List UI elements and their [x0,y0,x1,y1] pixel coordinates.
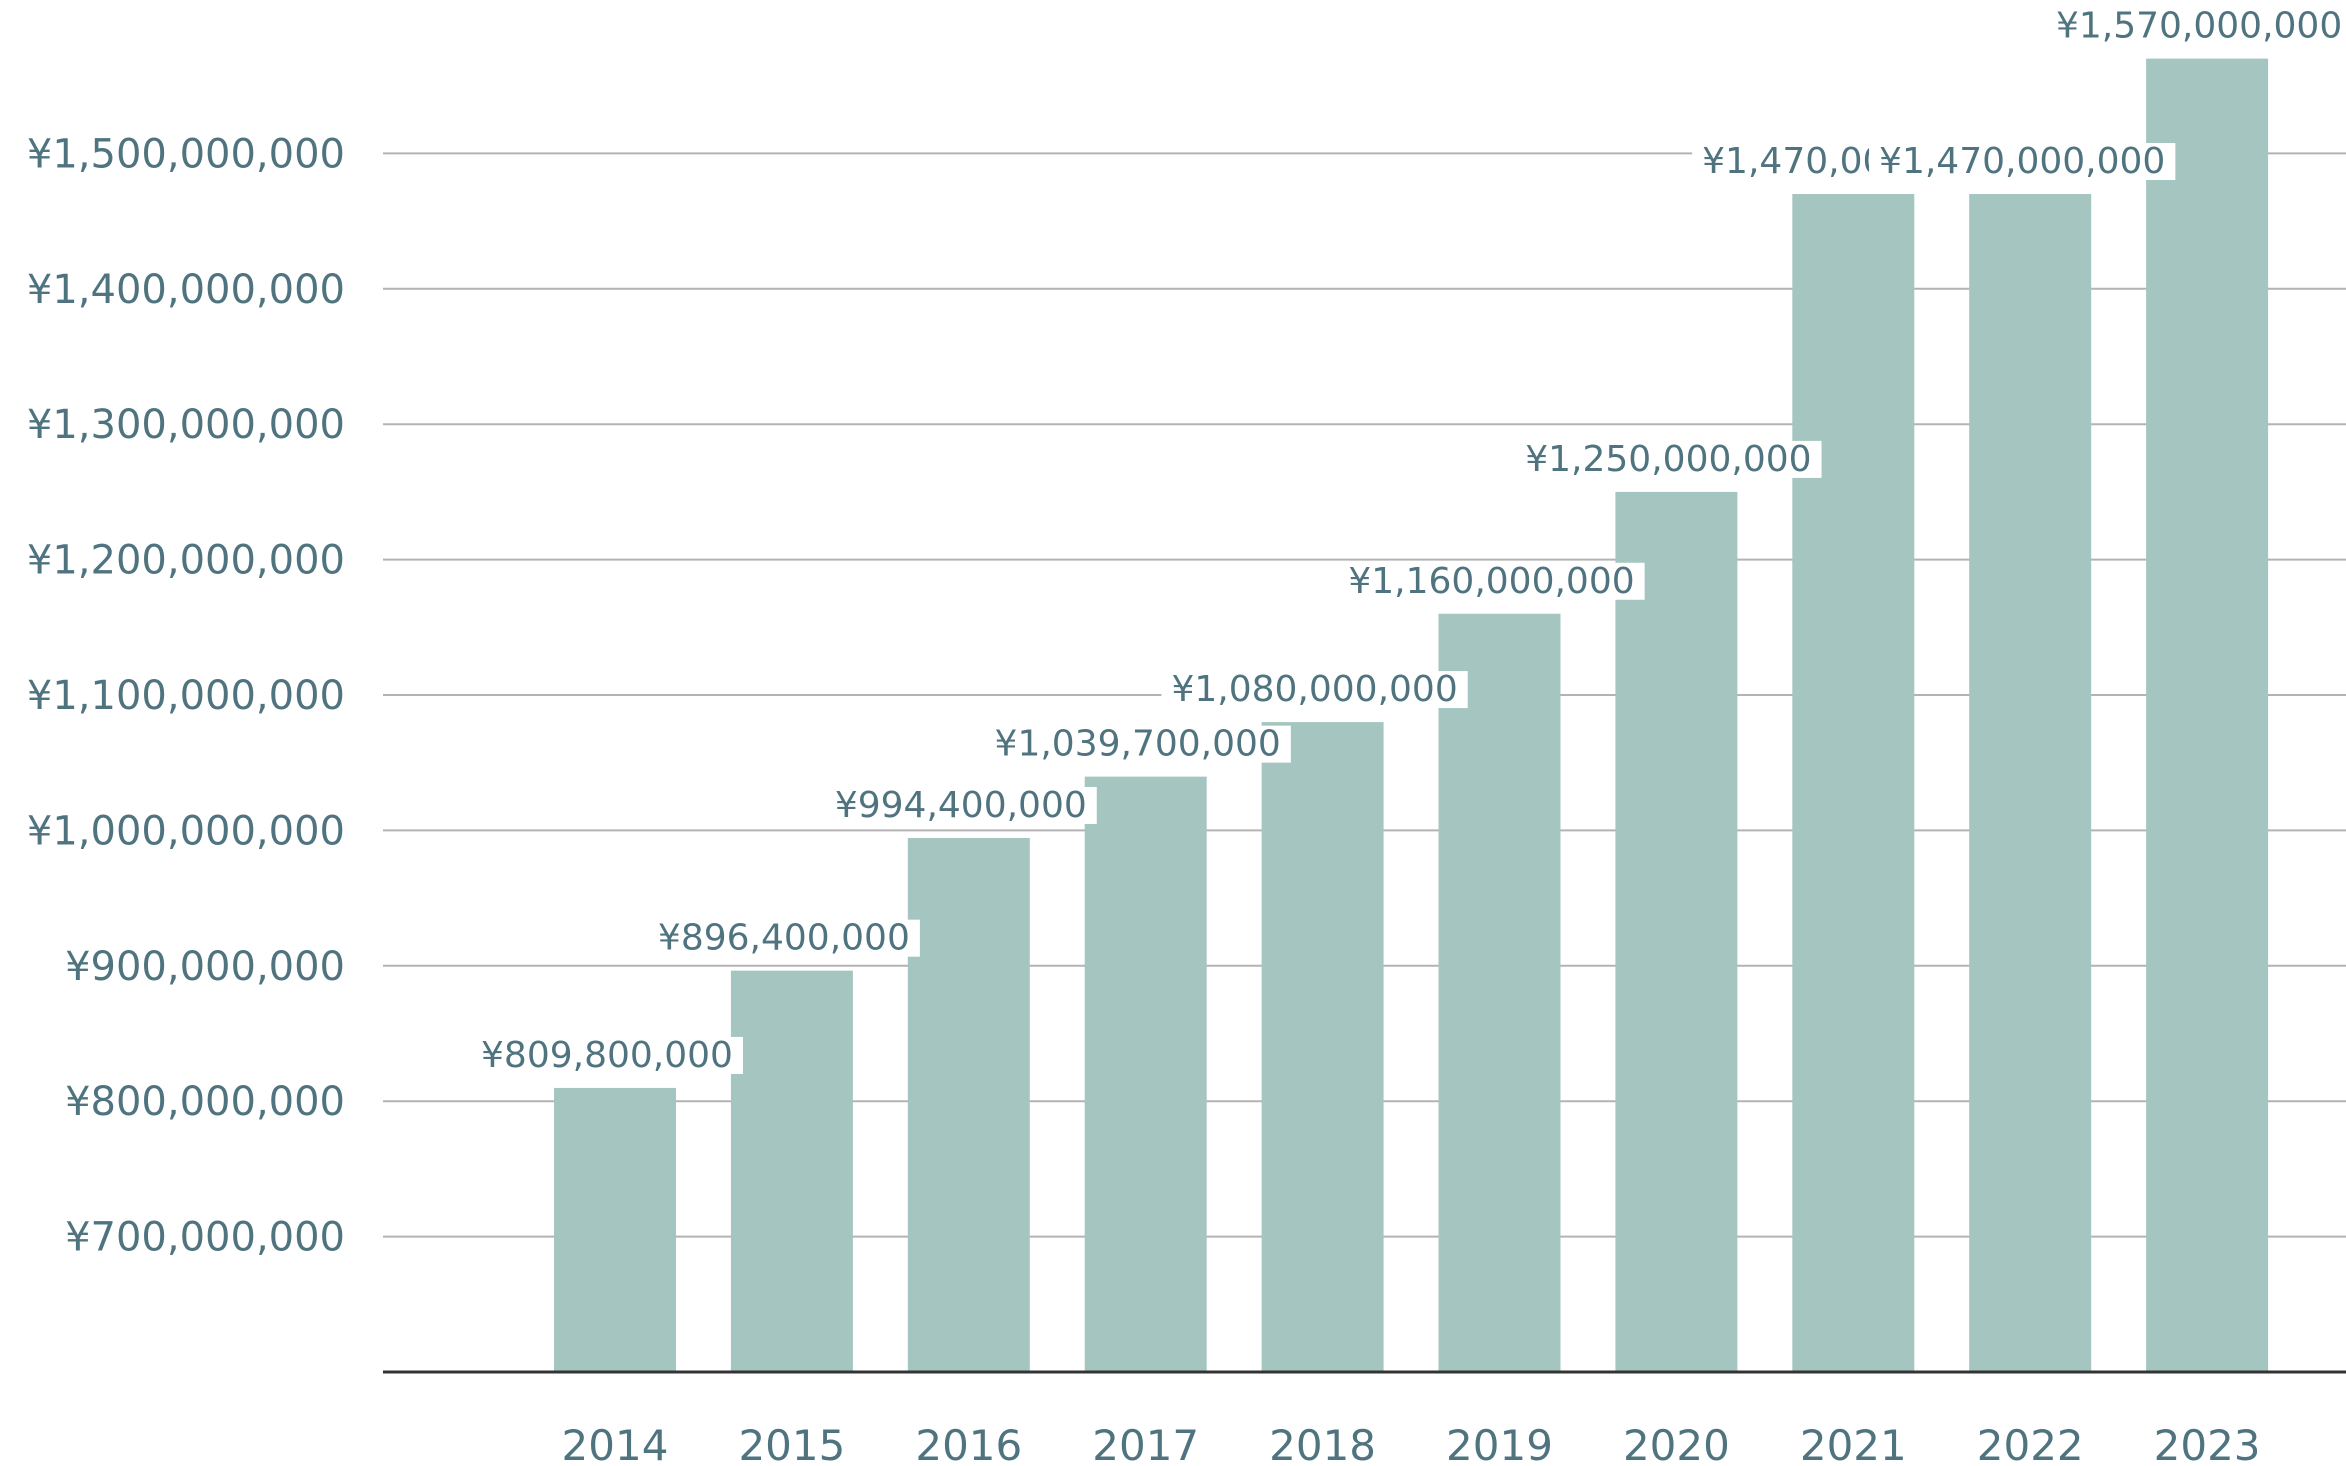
data-label-background [471,1036,743,1074]
y-tick-label: ¥800,000,000 [65,1079,345,1125]
data-label: ¥809,800,000 [481,1035,733,1076]
data-label: ¥994,400,000 [835,785,1087,826]
data-label-background [1338,562,1645,600]
data-label: ¥1,250,000,000 [1525,439,1811,480]
data-label: ¥1,570,000,000 [2056,6,2342,47]
x-tick-label: 2020 [1623,1421,1730,1466]
x-tick-label: 2014 [562,1421,669,1466]
x-tick-label: 2015 [738,1421,845,1466]
y-tick-label: ¥900,000,000 [65,944,345,990]
bar [1969,194,2092,1372]
x-tick-label: 2021 [1800,1421,1907,1466]
bar [1261,722,1384,1372]
data-label-background [824,786,1097,824]
data-label: ¥1,470,000,000 [1879,141,2165,182]
y-tick-label: ¥700,000,000 [65,1215,345,1261]
bars [554,58,2269,1373]
data-labels: ¥809,800,000 ¥896,400,000 ¥994,400,000 ¥1,0… [471,6,2346,1076]
data-label-background [647,919,920,957]
bar [1438,613,1561,1372]
bar [1792,194,1915,1372]
x-tick-label: 2023 [2154,1421,2261,1466]
y-tick-label: ¥1,500,000,000 [27,131,345,177]
data-label: ¥1,039,700,000 [995,724,1281,765]
data-label: ¥1,080,000,000 [1171,669,1457,710]
x-tick-label: 2019 [1446,1421,1553,1466]
data-label-background [1161,671,1468,709]
bar [730,970,853,1372]
x-tick-label: 2017 [1092,1421,1199,1466]
y-tick-label: ¥1,400,000,000 [27,267,345,313]
x-tick-label: 2018 [1269,1421,1376,1466]
y-tick-label: ¥1,200,000,000 [27,538,345,584]
x-tick-label: 2022 [1977,1421,2084,1466]
y-axis-ticks: ¥700,000,000 ¥800,000,000 ¥900,000,000 ¥1,0… [27,131,345,1260]
y-tick-label: ¥1,000,000,000 [27,808,345,854]
y-tick-label: ¥1,100,000,000 [27,673,345,719]
data-label: ¥896,400,000 [658,918,910,959]
bar [1084,776,1207,1372]
x-tick-label: 2016 [915,1421,1022,1466]
y-tick-label: ¥1,300,000,000 [27,402,345,448]
data-label-background [2045,7,2346,45]
bar [1615,491,1738,1372]
data-label: ¥1,160,000,000 [1348,561,1634,602]
data-label-background [984,725,1291,763]
bar [2146,58,2269,1373]
bar [554,1087,676,1372]
data-label-background [1515,440,1822,478]
x-axis-ticks: 2014 2015 2016 2017 2018 2019 2020 2021 2022 2023 [562,1421,2261,1466]
bar [907,837,1030,1372]
data-label-background [1869,143,2176,181]
